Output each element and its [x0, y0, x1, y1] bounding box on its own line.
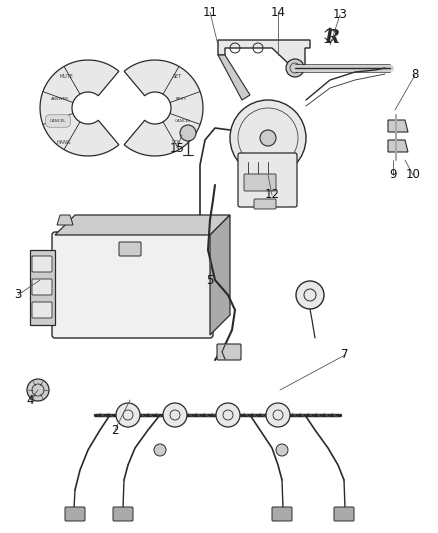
Polygon shape: [55, 215, 230, 235]
Text: 14: 14: [271, 5, 286, 19]
Text: 12: 12: [265, 189, 279, 201]
Circle shape: [296, 281, 324, 309]
Text: 7: 7: [341, 349, 349, 361]
Polygon shape: [124, 60, 203, 156]
Text: 3: 3: [14, 288, 22, 302]
FancyBboxPatch shape: [52, 232, 213, 338]
Text: MUTE: MUTE: [59, 74, 73, 79]
FancyBboxPatch shape: [32, 279, 52, 295]
Text: R: R: [325, 29, 339, 47]
FancyBboxPatch shape: [272, 507, 292, 521]
Text: 2: 2: [111, 424, 119, 437]
Polygon shape: [57, 215, 73, 225]
Circle shape: [276, 444, 288, 456]
Circle shape: [154, 444, 166, 456]
Circle shape: [27, 379, 49, 401]
Polygon shape: [218, 40, 310, 65]
Circle shape: [230, 100, 306, 176]
Polygon shape: [210, 215, 230, 335]
Circle shape: [216, 403, 240, 427]
FancyBboxPatch shape: [217, 344, 241, 360]
Text: ANSWER: ANSWER: [51, 97, 69, 101]
Text: 8: 8: [411, 69, 419, 82]
FancyBboxPatch shape: [334, 507, 354, 521]
FancyBboxPatch shape: [113, 507, 133, 521]
FancyBboxPatch shape: [32, 256, 52, 272]
FancyBboxPatch shape: [254, 199, 276, 209]
Text: 9: 9: [389, 168, 397, 182]
Circle shape: [266, 403, 290, 427]
Polygon shape: [218, 55, 250, 100]
FancyBboxPatch shape: [119, 242, 141, 256]
Text: HANG: HANG: [57, 140, 71, 145]
Polygon shape: [40, 60, 119, 156]
Text: VOL: VOL: [172, 140, 182, 145]
Text: 10: 10: [406, 168, 420, 182]
Circle shape: [260, 130, 276, 146]
Circle shape: [116, 403, 140, 427]
FancyBboxPatch shape: [238, 153, 297, 207]
Text: SET: SET: [173, 74, 182, 79]
FancyBboxPatch shape: [244, 174, 276, 191]
Text: CANCEL: CANCEL: [50, 119, 66, 123]
Circle shape: [180, 125, 196, 141]
Text: 13: 13: [332, 9, 347, 21]
Text: 5: 5: [206, 273, 214, 287]
Circle shape: [163, 403, 187, 427]
Text: CANCEL: CANCEL: [175, 119, 191, 123]
Polygon shape: [30, 250, 55, 325]
Text: 11: 11: [202, 5, 218, 19]
Circle shape: [286, 59, 304, 77]
Polygon shape: [388, 120, 408, 132]
Text: 4: 4: [26, 393, 34, 407]
Polygon shape: [388, 140, 408, 152]
FancyBboxPatch shape: [65, 507, 85, 521]
FancyBboxPatch shape: [32, 302, 52, 318]
Text: 15: 15: [170, 141, 184, 155]
Text: RES+: RES+: [175, 97, 187, 101]
